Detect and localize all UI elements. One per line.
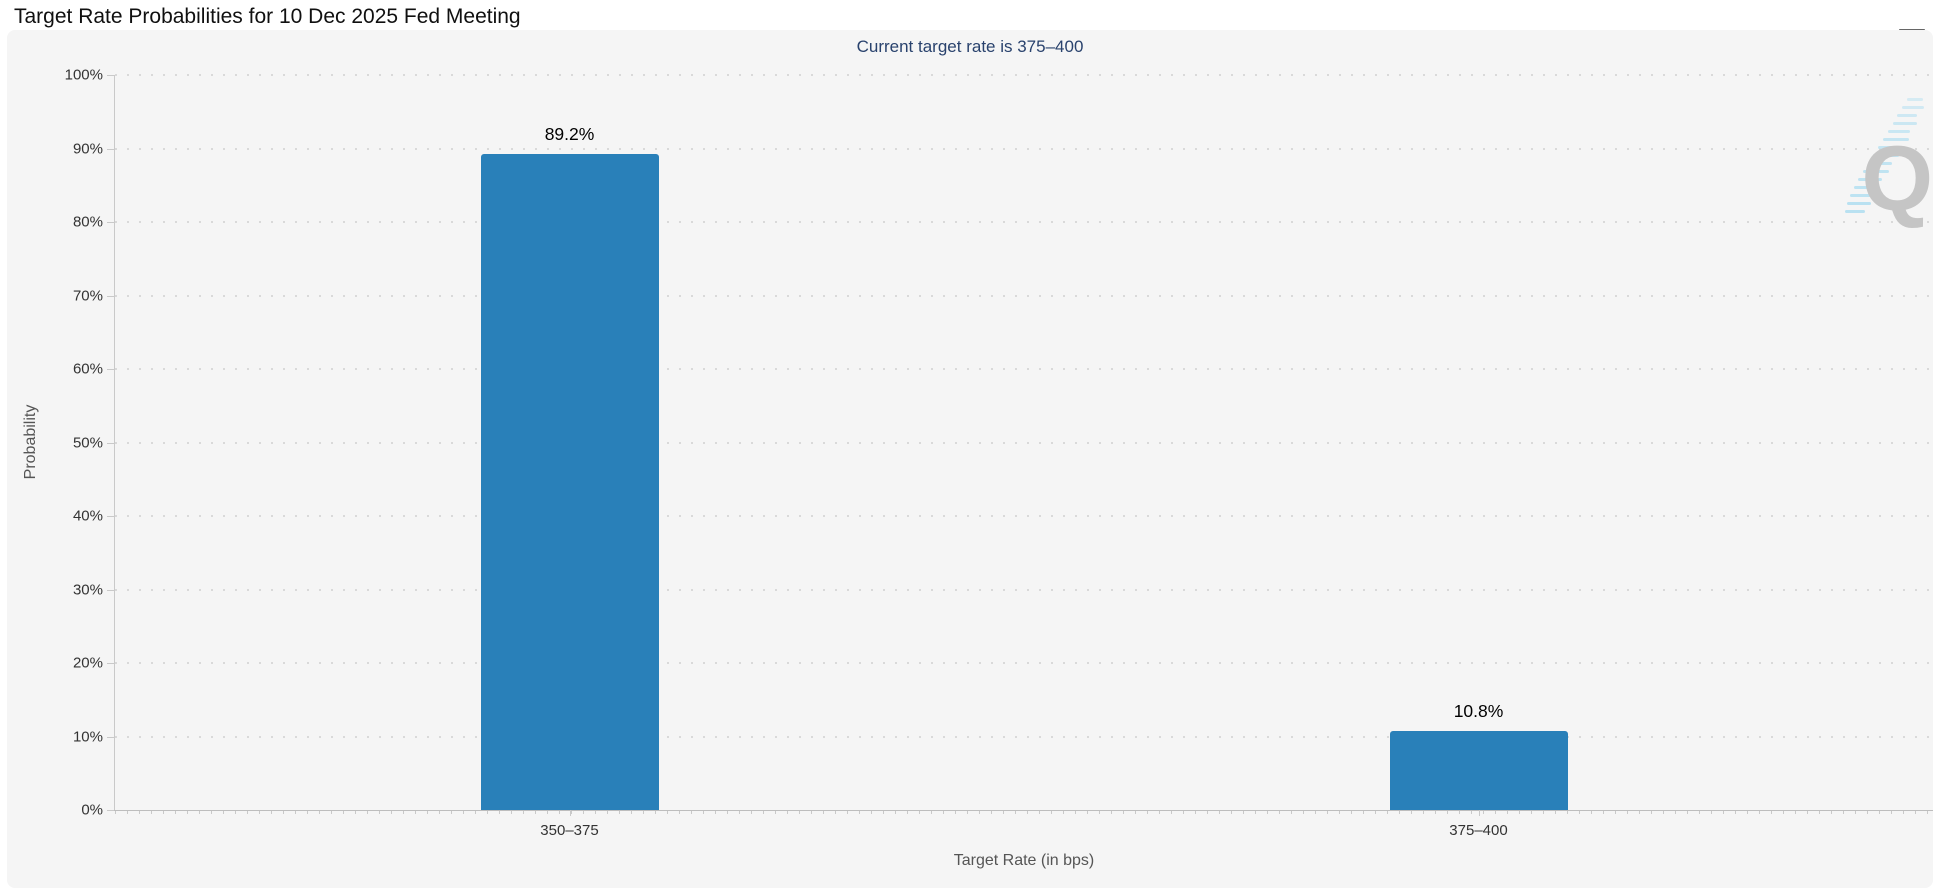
bar-value-label: 10.8% — [1453, 700, 1504, 721]
gridline-60 — [115, 368, 1933, 370]
y-axis-tick — [107, 810, 114, 811]
y-axis-tick — [107, 222, 114, 223]
chart-panel: Current target rate is 375–400 0% 10% 20% 3… — [7, 30, 1933, 888]
gridline-20 — [115, 662, 1933, 664]
y-axis-tick-label: 90% — [72, 140, 103, 157]
y-axis-tick-label: 60% — [72, 360, 103, 378]
x-axis-title: Target Rate (in bps) — [953, 852, 1095, 869]
x-axis-minor-ticks — [115, 811, 1933, 814]
x-axis-tick — [1478, 810, 1480, 816]
y-axis-tick — [107, 369, 114, 370]
x-axis-tick — [569, 810, 571, 816]
gridline-70 — [115, 294, 1933, 297]
y-axis-tick-label: 50% — [72, 434, 103, 451]
gridline-100 — [115, 74, 1933, 76]
bar-350–375[interactable] — [480, 154, 659, 810]
y-axis-tick-label: 80% — [72, 213, 103, 231]
y-axis-tick — [107, 516, 114, 517]
bar-value-label: 89.2% — [544, 124, 595, 145]
gridline-80 — [115, 221, 1933, 223]
y-axis-tick-label: 0% — [81, 801, 103, 819]
y-axis-tick — [107, 442, 114, 444]
x-axis-category-label: 350–375 — [540, 822, 599, 839]
plot-area: 0% 10% 20% 30% 40% 50% 60% 70% 80% 90% 100% 89.2% 35… — [65, 67, 1933, 839]
y-axis-line — [114, 75, 115, 810]
y-axis-tick — [107, 75, 114, 76]
y-axis-tick-label: 20% — [72, 654, 103, 672]
chart-subtitle: Current target rate is 375–400 — [856, 37, 1084, 56]
y-axis-tick — [107, 663, 114, 664]
gridline-30 — [115, 588, 1933, 591]
x-axis-category-label: 375–400 — [1449, 822, 1508, 839]
y-axis-tick-label: 40% — [72, 507, 103, 525]
page-title: Target Rate Probabilities for 10 Dec 202… — [14, 5, 521, 28]
y-axis-tick-label: 100% — [64, 66, 103, 84]
y-axis-tick — [107, 736, 114, 738]
gridline-10 — [115, 735, 1933, 738]
gridline-90 — [115, 147, 1933, 150]
y-axis-tick-label: 10% — [72, 728, 103, 745]
gridline-50 — [115, 441, 1933, 444]
gridline-40 — [115, 515, 1933, 517]
y-axis-title: Probability — [22, 404, 39, 480]
y-axis-tick — [107, 589, 114, 591]
bar-375–400[interactable] — [1389, 730, 1568, 810]
y-axis-tick — [107, 295, 114, 297]
y-axis-tick-label: 70% — [72, 287, 103, 304]
x-axis-line — [114, 810, 1933, 811]
y-axis-tick — [107, 148, 114, 150]
y-axis-tick-label: 30% — [72, 581, 103, 598]
